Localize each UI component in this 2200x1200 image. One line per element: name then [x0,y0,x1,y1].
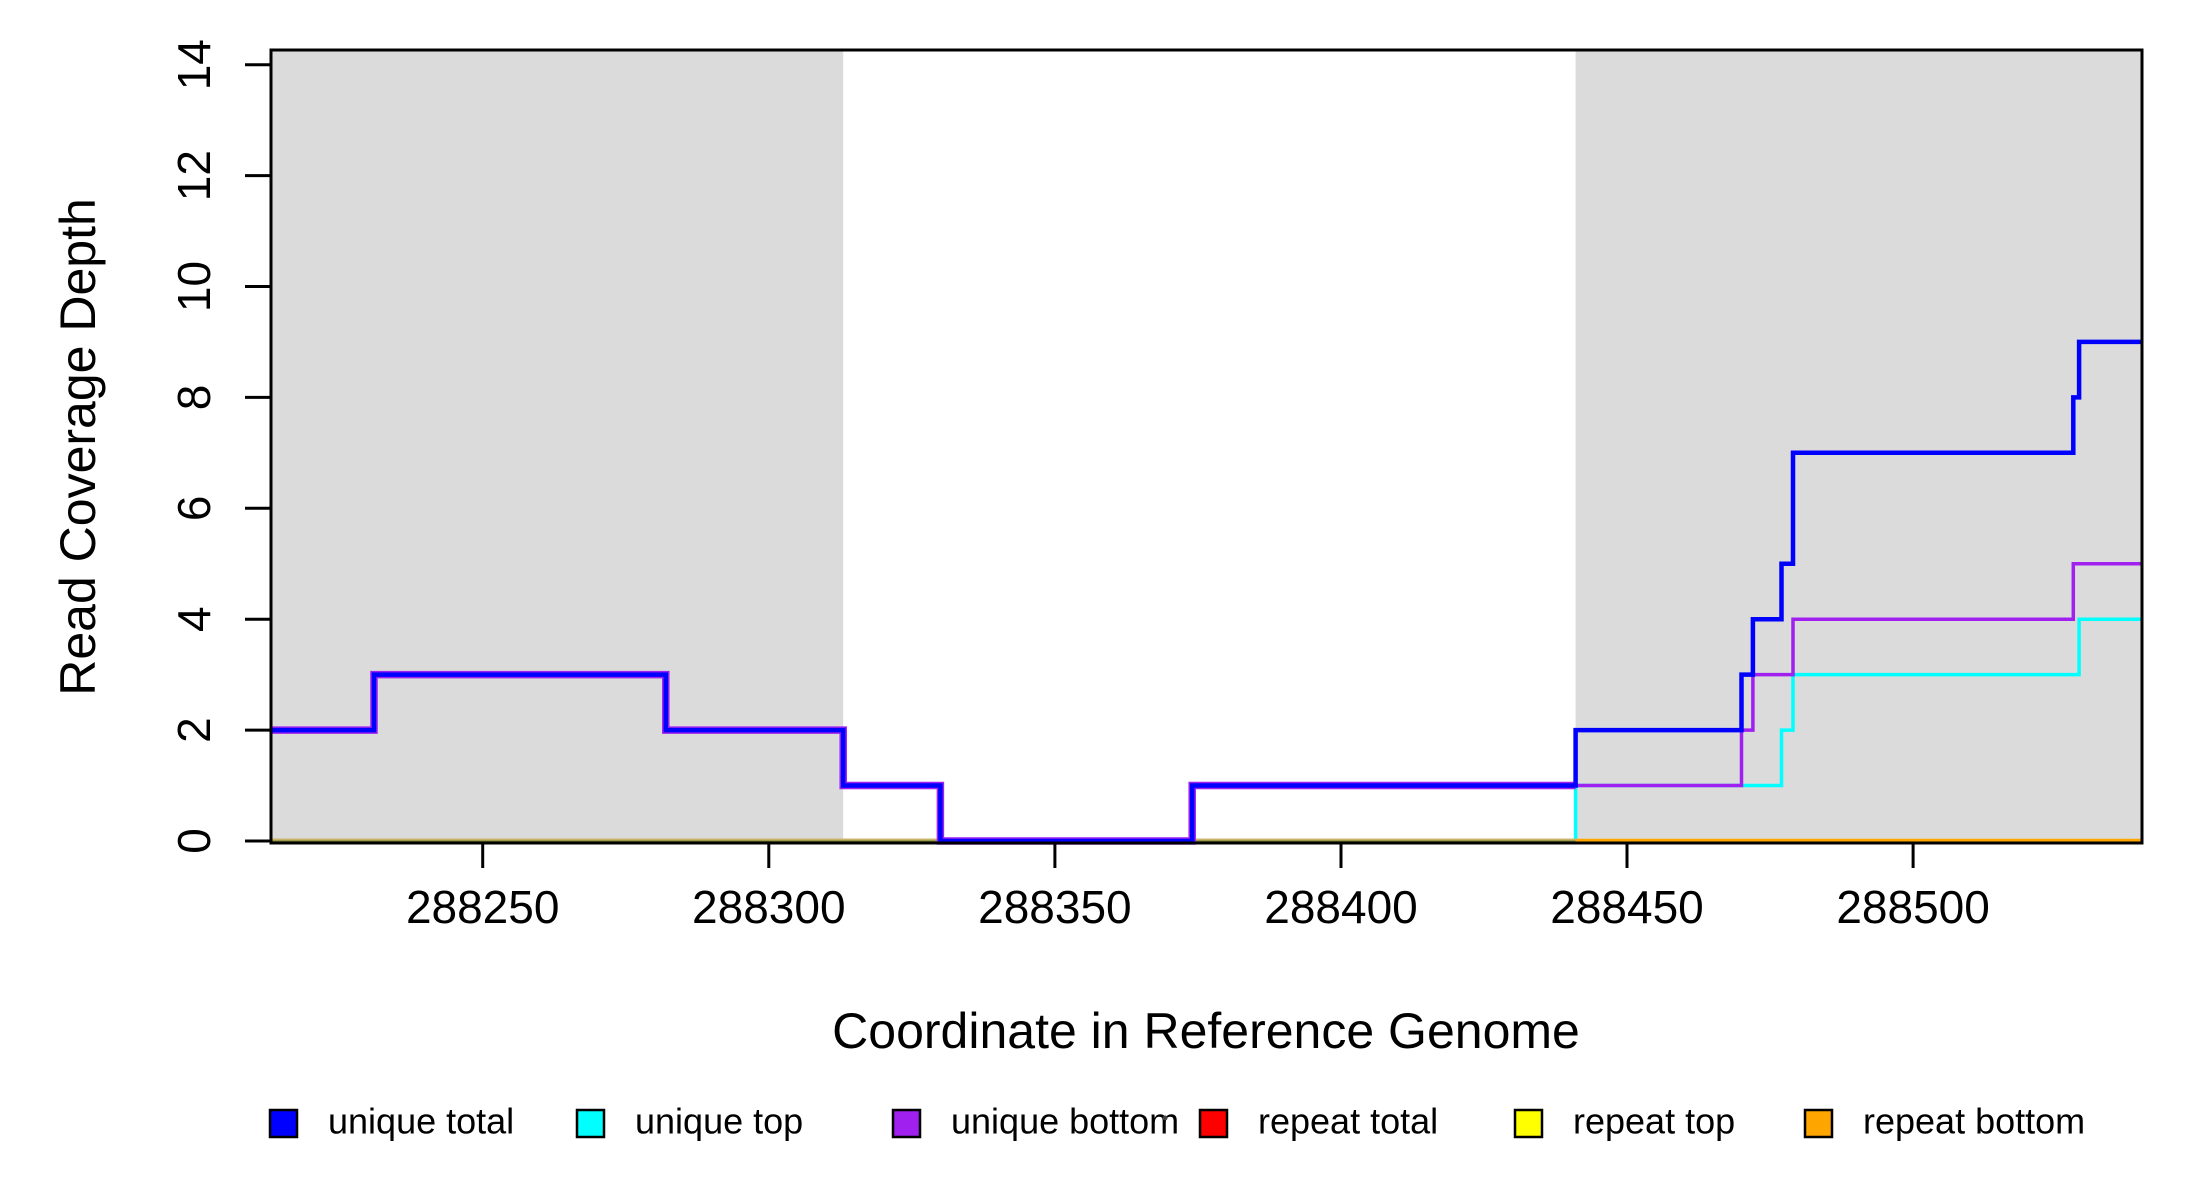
y-tick-label: 14 [168,39,220,90]
y-tick-label: 0 [168,828,220,854]
series-unique-top [271,617,2142,843]
y-tick-label: 6 [168,496,220,522]
y-tick-label: 2 [168,717,220,743]
legend-swatch-unique-top [575,1108,606,1139]
x-axis-title: Coordinate in Reference Genome [832,1003,1580,1059]
legend-label-repeat-top: repeat top [1573,1101,1735,1142]
series-unique-total [271,339,2142,844]
legend-label-unique-top: unique top [635,1101,803,1142]
x-tick-label: 288300 [692,881,846,933]
shaded-region [271,50,844,843]
y-tick-label: 10 [168,261,220,312]
legend-swatch-unique-total [268,1108,299,1139]
plot-frame [269,48,2144,845]
legend-label-repeat-total: repeat total [1258,1101,1438,1142]
shaded-region [1575,50,2142,843]
legend-swatch-repeat-total [1198,1108,1229,1139]
x-tick-label: 288350 [978,881,1132,933]
legend-swatch-repeat-top [1513,1108,1544,1139]
legend-swatch-unique-bottom [891,1108,922,1139]
x-tick-label: 288450 [1550,881,1704,933]
legend-label-repeat-bottom: repeat bottom [1863,1101,2085,1142]
legend-label-unique-bottom: unique bottom [951,1101,1179,1142]
y-tick-label: 4 [168,606,220,632]
x-tick-label: 288400 [1264,881,1418,933]
x-tick-label: 288250 [406,881,560,933]
plot-area: 288250 288300 288350 288400 288450 288500 0 2 4 6… [168,39,2144,1142]
x-tick-label: 288500 [1836,881,1990,933]
y-axis-title: Read Coverage Depth [50,198,106,696]
legend-swatch-repeat-bottom [1803,1108,1834,1139]
legend-label-unique-total: unique total [328,1101,514,1142]
y-tick-label: 8 [168,385,220,411]
y-tick-label: 12 [168,150,220,201]
stray-dot [1162,1115,1168,1121]
